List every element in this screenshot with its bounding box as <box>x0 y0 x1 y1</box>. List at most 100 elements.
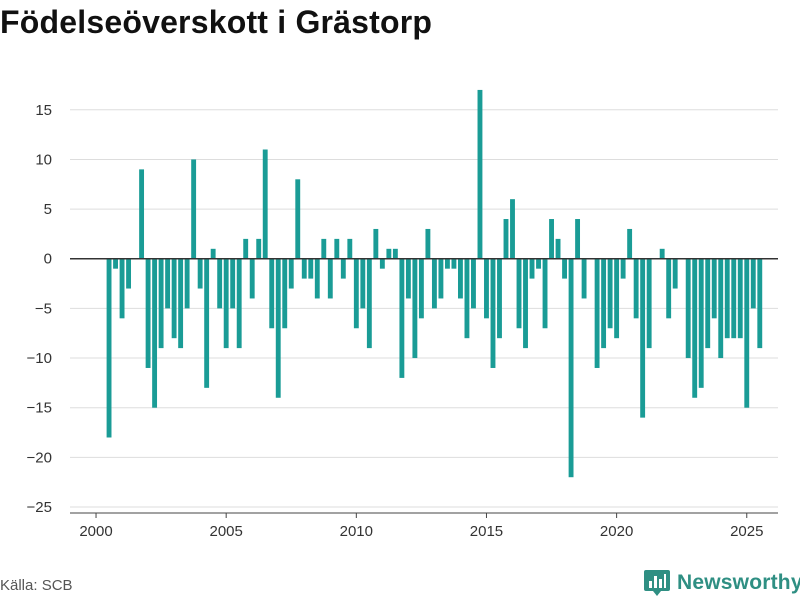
bar <box>529 258 535 279</box>
bar <box>438 258 444 299</box>
bar <box>106 258 112 438</box>
bar <box>711 258 717 319</box>
bar <box>379 258 385 269</box>
bar <box>340 258 346 279</box>
bar <box>464 258 470 339</box>
x-tick-label: 2025 <box>730 523 763 540</box>
bar <box>171 258 177 339</box>
bar <box>386 248 392 259</box>
bar <box>243 238 249 259</box>
bar <box>113 258 118 269</box>
grid-lines <box>70 109 778 508</box>
bar <box>308 258 314 279</box>
bar <box>321 238 327 259</box>
x-axis-ticks: 2000 2005 2010 2015 2020 2025 <box>79 513 763 540</box>
bar <box>275 258 281 398</box>
bar <box>627 228 633 259</box>
bar <box>431 258 437 309</box>
bar <box>633 258 639 319</box>
bar <box>282 258 288 329</box>
bar <box>555 238 561 259</box>
bar <box>620 258 626 279</box>
bar <box>536 258 541 269</box>
bar <box>471 258 476 309</box>
x-tick-label: 2010 <box>340 523 373 540</box>
bar <box>204 258 210 388</box>
bar <box>757 258 763 349</box>
bar <box>301 258 307 279</box>
x-tick-label: 2000 <box>79 523 112 540</box>
bar <box>152 258 158 408</box>
bar <box>659 248 665 259</box>
bar <box>412 258 418 359</box>
bar <box>646 258 652 349</box>
bar <box>418 258 424 319</box>
bar <box>575 219 581 259</box>
bar <box>549 219 554 259</box>
bar <box>724 258 730 339</box>
bar <box>568 258 574 478</box>
bar <box>516 258 522 329</box>
bar <box>698 258 704 388</box>
bar <box>503 219 509 259</box>
bar <box>373 228 379 259</box>
bar <box>672 258 678 289</box>
y-tick-label: 15 <box>35 102 52 119</box>
bar <box>750 258 756 309</box>
bar <box>562 258 567 279</box>
bar <box>601 258 607 349</box>
y-tick-label: −10 <box>27 350 52 367</box>
chart-title: Födelseöverskott i Grästorp <box>0 4 433 40</box>
bar <box>360 258 366 309</box>
bar <box>158 258 164 349</box>
bar <box>594 258 600 368</box>
bar <box>484 258 489 319</box>
brand-logo[interactable]: Newsworthy <box>644 568 800 598</box>
bar <box>581 258 587 299</box>
bar-chart-logo-icon <box>644 570 670 596</box>
y-tick-label: −20 <box>27 449 52 466</box>
bar <box>236 258 242 349</box>
bar <box>139 169 145 259</box>
brand-name: Newsworthy <box>677 571 800 594</box>
bar <box>145 258 151 368</box>
x-tick-label: 2015 <box>470 523 503 540</box>
bar <box>458 258 463 299</box>
bar <box>126 258 132 289</box>
axes <box>70 257 778 514</box>
bar <box>685 258 691 359</box>
bar <box>692 258 698 398</box>
bar <box>314 258 320 299</box>
bar <box>223 258 229 349</box>
x-tick-label: 2020 <box>600 523 633 540</box>
bar <box>197 258 203 289</box>
bar <box>451 258 457 269</box>
bar <box>334 238 340 259</box>
y-tick-label: 5 <box>44 201 52 218</box>
y-tick-label: 10 <box>35 151 52 168</box>
bar <box>269 258 275 329</box>
bar <box>718 258 724 359</box>
y-tick-label: −5 <box>35 300 52 317</box>
y-axis-ticks: 15 10 5 0 −5 −10 −15 −20 −25 <box>27 102 52 516</box>
bar <box>640 258 646 418</box>
bar <box>705 258 711 349</box>
bar <box>425 228 431 259</box>
bar <box>217 258 223 309</box>
bar <box>523 258 528 349</box>
bar <box>497 258 502 339</box>
y-tick-label: −25 <box>27 499 52 516</box>
bar <box>399 258 405 378</box>
bar <box>347 238 353 259</box>
bar <box>366 258 372 349</box>
bar <box>744 258 750 408</box>
bar <box>490 258 496 368</box>
bar <box>178 258 184 349</box>
bar <box>119 258 125 319</box>
bar <box>737 258 743 339</box>
bar <box>510 199 515 259</box>
bar <box>256 238 262 259</box>
bar <box>477 89 483 259</box>
bar <box>191 159 197 259</box>
